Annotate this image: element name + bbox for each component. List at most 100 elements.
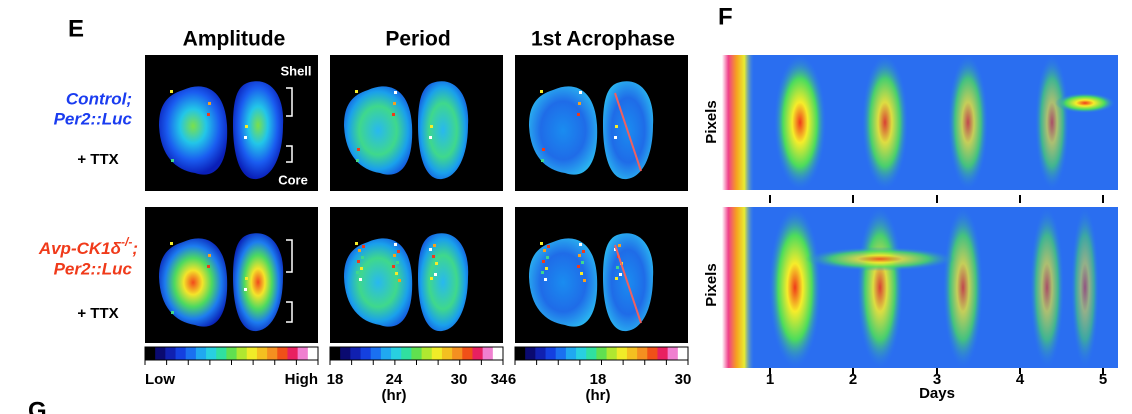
speckle [398,279,401,282]
colorbar-tick-label: 24 [386,371,403,388]
colorbar-cell [370,347,382,360]
colorbar-cell [195,347,207,360]
colorbar-cell [380,347,392,360]
colorbar-cell [360,347,372,360]
colorbar-cell [185,347,197,360]
colorbar-cell [340,347,351,360]
speckle [362,245,365,248]
colorbar-cell [216,347,227,360]
column-title: Period [385,28,450,51]
speckle [616,266,619,269]
speckle [396,261,399,264]
speckle [392,265,395,268]
speckle [541,271,544,274]
x-tick-label: 1 [766,371,774,388]
speckle [395,272,398,275]
colorbar-cell [586,347,597,360]
colorbar-tick-label: 34 [491,371,508,388]
x-tick-label: 4 [1016,371,1025,388]
speckle [356,271,359,274]
speckle [578,254,581,257]
colorbar-cell [277,347,288,360]
x-tick-label: 3 [933,371,941,388]
row-reporter: Per2::Luc [54,109,133,128]
colorbar-tick-label: 30 [675,371,692,388]
speckle [244,136,247,139]
colorbar-cell [441,347,453,360]
speckle [357,260,360,263]
colorbar-cell [565,347,577,360]
activity-band [857,207,903,368]
column-title: 1st Acrophase [531,28,675,51]
speckle [581,261,584,264]
colorbar-cell [555,347,567,360]
tissue [529,238,598,327]
speckle [355,90,358,93]
speckle [615,125,618,128]
activity-band [769,207,821,368]
tissue [418,233,469,332]
genotype-end: ; [132,239,138,258]
colorbar-unit: (hr) [586,387,611,404]
colorbar-cell [606,347,618,360]
row-treatment: + TTX [77,305,118,322]
colorbar-cell [472,347,484,360]
speckle [357,148,360,151]
colorbar-tick-label: 18 [327,371,344,388]
colorbar-cell [236,347,248,360]
colorbar-cell [647,347,658,360]
kymograph-edge [722,55,754,190]
colorbar-tick-label: 30 [451,371,468,388]
speckle [170,90,173,93]
tissue [344,238,413,327]
row-genotype: Avp-CK1δ-/-; [38,235,138,258]
colorbar-tick-label: 6 [508,371,516,388]
speckle [540,242,543,245]
colorbar-cell [431,347,443,360]
panel-label: F [718,3,733,30]
colorbar-label: Low [145,371,175,388]
colorbar-cell [657,347,669,360]
colorbar-cell [545,347,557,360]
speckle [431,266,434,269]
speckle [244,288,247,291]
row-genotype: Control; [66,89,132,108]
speckle [615,277,618,280]
colorbar-cell [637,347,648,360]
speckle [392,113,395,116]
colorbar-cell [307,347,319,360]
colorbar-cell [330,347,341,360]
speckle [541,159,544,162]
speckle [358,249,361,252]
colorbar-cell [145,347,156,360]
colorbar-cell [155,347,166,360]
speckle [545,267,548,270]
speckle [579,91,582,94]
colorbar-cell [297,347,309,360]
y-axis-label: Pixels [703,100,720,143]
speckle [434,273,437,276]
colorbar-cell [677,347,689,360]
tissue [418,81,469,180]
row-reporter: Per2::Luc [54,259,133,278]
tissue [344,86,413,175]
panel-label: E [68,15,84,42]
speckle [543,249,546,252]
speckle [583,279,586,282]
x-axis-label: Days [919,385,955,402]
colorbar-cell [667,347,679,360]
colorbar-cell [411,347,423,360]
speckle [397,250,400,253]
colorbar-cell [401,347,412,360]
kymographs [722,55,1118,374]
speckle [580,272,583,275]
colorbar-label: High [285,371,318,388]
superscript: -/- [121,235,132,249]
speckle [361,256,364,259]
colorbar-cell [596,347,608,360]
panel-label: G [28,397,47,414]
region-brackets [286,87,293,323]
speckle [359,278,362,281]
colorbar-cell [482,347,494,360]
speckle [433,244,436,247]
